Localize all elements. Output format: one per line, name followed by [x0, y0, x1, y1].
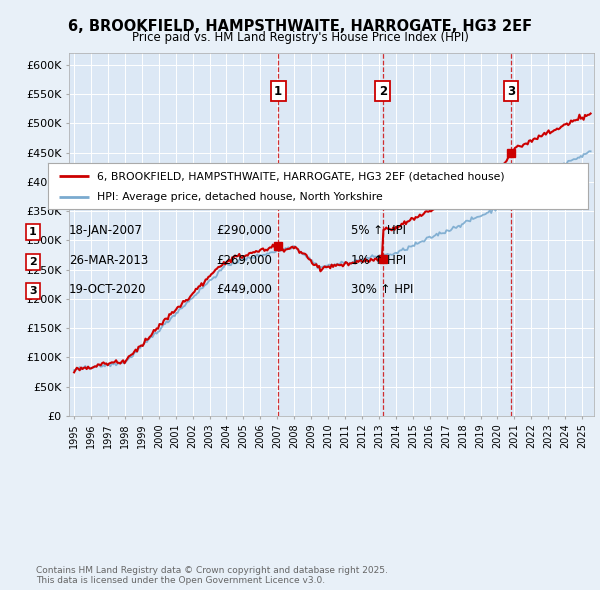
Text: 5% ↑ HPI: 5% ↑ HPI	[351, 224, 406, 237]
Text: Price paid vs. HM Land Registry's House Price Index (HPI): Price paid vs. HM Land Registry's House …	[131, 31, 469, 44]
Text: 2: 2	[379, 85, 387, 98]
Text: £449,000: £449,000	[216, 283, 272, 296]
Text: 19-OCT-2020: 19-OCT-2020	[69, 283, 146, 296]
Text: 1% ↑ HPI: 1% ↑ HPI	[351, 254, 406, 267]
Text: £269,000: £269,000	[216, 254, 272, 267]
Text: 3: 3	[507, 85, 515, 98]
Text: 1: 1	[29, 227, 37, 237]
Text: 26-MAR-2013: 26-MAR-2013	[69, 254, 148, 267]
Text: £290,000: £290,000	[216, 224, 272, 237]
Text: 6, BROOKFIELD, HAMPSTHWAITE, HARROGATE, HG3 2EF: 6, BROOKFIELD, HAMPSTHWAITE, HARROGATE, …	[68, 19, 532, 34]
Text: 2: 2	[29, 257, 37, 267]
Text: 3: 3	[29, 286, 37, 296]
Text: 18-JAN-2007: 18-JAN-2007	[69, 224, 143, 237]
Text: 30% ↑ HPI: 30% ↑ HPI	[351, 283, 413, 296]
Text: HPI: Average price, detached house, North Yorkshire: HPI: Average price, detached house, Nort…	[97, 192, 382, 202]
Text: 1: 1	[274, 85, 282, 98]
Text: 6, BROOKFIELD, HAMPSTHWAITE, HARROGATE, HG3 2EF (detached house): 6, BROOKFIELD, HAMPSTHWAITE, HARROGATE, …	[97, 171, 504, 181]
Text: Contains HM Land Registry data © Crown copyright and database right 2025.
This d: Contains HM Land Registry data © Crown c…	[36, 566, 388, 585]
